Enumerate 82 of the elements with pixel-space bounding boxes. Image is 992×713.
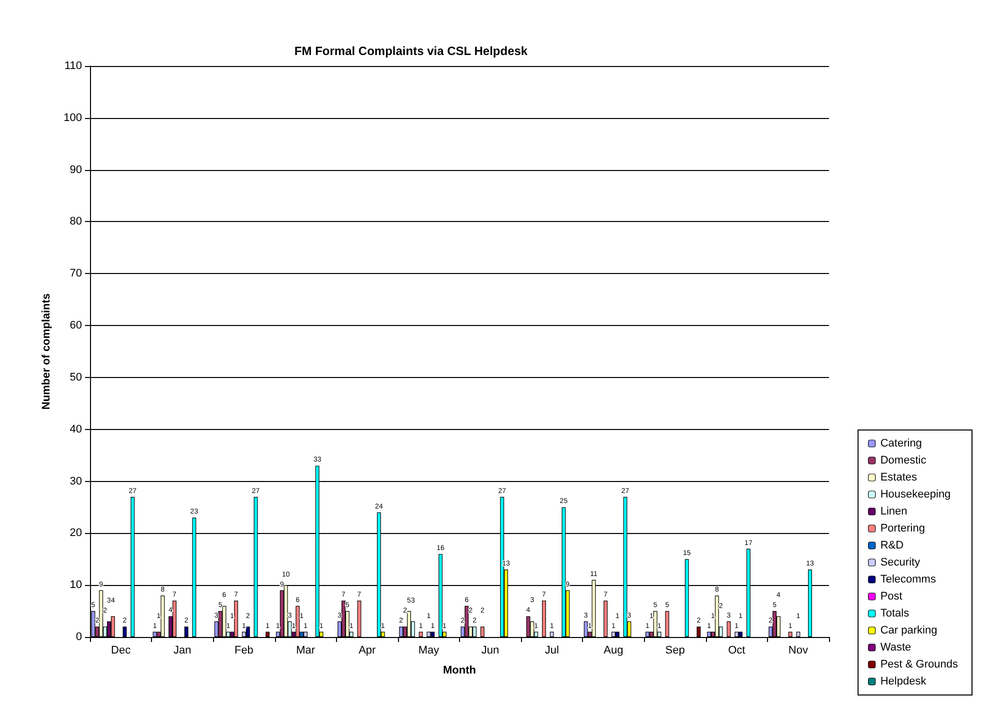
y-tick-label: 100 <box>64 112 82 124</box>
bar <box>426 632 431 637</box>
bar <box>645 632 650 637</box>
bar <box>184 626 188 637</box>
bar <box>110 616 115 637</box>
x-tick-label: Apr <box>358 644 376 656</box>
bar <box>464 606 469 637</box>
bar <box>542 600 546 637</box>
x-tick-label: Sep <box>665 644 685 656</box>
bar <box>418 632 423 637</box>
y-tick-label: 20 <box>70 527 82 540</box>
legend-label: Helpdesk <box>880 676 927 688</box>
y-tick-label: 70 <box>70 268 82 280</box>
y-tick-label: 50 <box>70 371 82 384</box>
bar <box>550 632 554 637</box>
bar <box>296 606 300 637</box>
bar <box>726 621 731 637</box>
x-tick-label: Jun <box>481 644 500 656</box>
y-tick-label: 60 <box>70 320 82 332</box>
legend-label: Estates <box>880 472 918 484</box>
bar <box>665 611 670 637</box>
bar <box>99 590 104 637</box>
x-tick-label: May <box>418 644 440 656</box>
bar <box>796 632 800 637</box>
legend-label: Linen <box>880 506 908 518</box>
bar <box>160 595 165 637</box>
bar <box>772 611 777 637</box>
bar <box>707 632 712 637</box>
y-tick-label: 80 <box>70 216 82 228</box>
x-tick-label: Aug <box>604 644 624 656</box>
bar <box>738 632 743 637</box>
legend-label: Portering <box>880 522 925 534</box>
legend-label: Totals <box>880 608 910 620</box>
legend-label: Catering <box>880 438 922 450</box>
legend-label: R&D <box>880 540 904 552</box>
x-tick-label: Nov <box>788 644 808 656</box>
y-tick-label: 0 <box>76 631 82 643</box>
bar <box>234 600 238 637</box>
legend-label: Car parking <box>880 624 938 636</box>
bar <box>407 611 411 637</box>
bar <box>472 626 476 637</box>
bar <box>122 626 127 637</box>
x-tick-label: Mar <box>296 644 316 656</box>
bar <box>430 632 435 637</box>
legend-label: Housekeeping <box>880 488 951 500</box>
legend-label: Security <box>880 556 921 568</box>
x-tick-label: Oct <box>728 644 746 656</box>
x-axis-title: Month <box>443 664 476 676</box>
bar <box>357 600 362 637</box>
chart-title: FM Formal Complaints via CSL Helpdesk <box>294 44 528 58</box>
legend-label: Pest & Grounds <box>880 658 958 670</box>
bar <box>788 632 792 637</box>
bar <box>342 600 346 637</box>
legend-label: Telecomms <box>880 574 936 586</box>
x-tick-label: Jan <box>174 644 192 656</box>
legend-label: Domestic <box>880 454 927 466</box>
bar <box>584 621 588 637</box>
y-tick-label: 10 <box>70 579 82 592</box>
y-tick-label: 90 <box>70 164 82 176</box>
bar <box>399 626 404 637</box>
bar <box>615 632 620 637</box>
x-tick-label: Feb <box>234 644 254 656</box>
y-tick-label: 110 <box>64 60 82 72</box>
x-tick-label: Dec <box>111 644 132 656</box>
bar <box>604 600 608 637</box>
bar <box>696 626 701 637</box>
bar <box>526 616 530 637</box>
x-tick-label: Jul <box>544 644 559 656</box>
bar <box>246 626 250 637</box>
bar <box>714 595 719 637</box>
y-tick-label: 40 <box>70 423 82 436</box>
bar <box>172 600 176 637</box>
y-axis-title: Number of complaints <box>40 293 52 410</box>
bar <box>480 626 484 637</box>
bar <box>304 632 308 637</box>
y-tick-label: 30 <box>70 475 82 488</box>
bar <box>266 632 270 637</box>
legend-label: Post <box>880 590 902 602</box>
bar <box>653 611 658 637</box>
bar <box>734 632 739 637</box>
legend-label: Waste <box>880 642 912 654</box>
bar <box>611 632 616 637</box>
